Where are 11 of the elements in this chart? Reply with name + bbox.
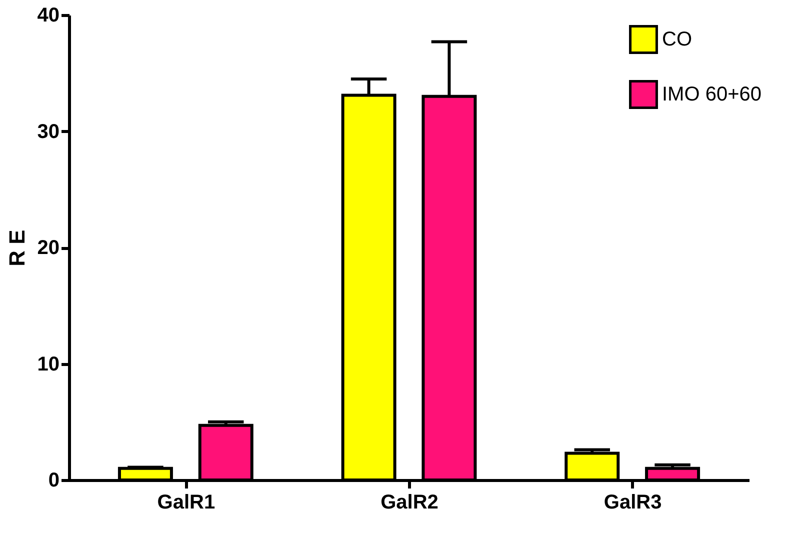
y-tick-label: 20 [37, 237, 60, 259]
x-tick-label: GalR2 [380, 492, 438, 514]
y-tick-label: 30 [37, 120, 60, 143]
legend-label: IMO 60+60 [662, 84, 762, 106]
y-tick-label: 40 [37, 4, 60, 26]
legend-label: CO [662, 28, 692, 50]
y-tick-label: 0 [48, 470, 60, 492]
x-tick-label: GalR3 [604, 492, 662, 514]
x-tick-label: GalR1 [157, 492, 216, 514]
y-axis-title: R E [4, 230, 30, 266]
y-tick-label: 10 [37, 353, 60, 376]
